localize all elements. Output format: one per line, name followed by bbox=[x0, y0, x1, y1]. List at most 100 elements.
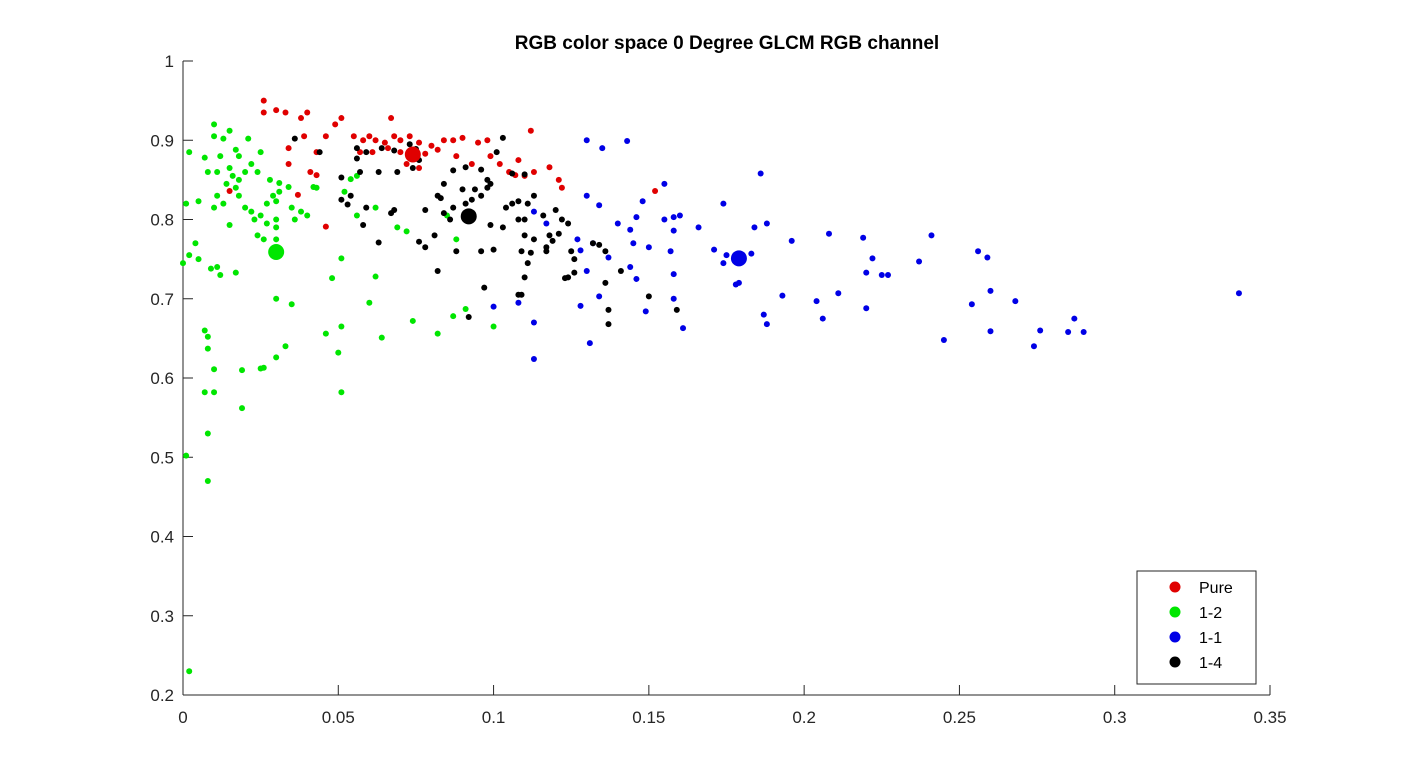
data-point bbox=[515, 157, 522, 164]
data-point bbox=[1012, 298, 1019, 305]
data-point bbox=[226, 187, 233, 194]
data-point bbox=[453, 153, 460, 160]
data-point bbox=[192, 240, 199, 247]
data-point bbox=[661, 180, 668, 187]
data-point bbox=[568, 248, 575, 255]
data-point bbox=[338, 255, 345, 262]
data-point bbox=[602, 279, 609, 286]
data-point bbox=[353, 212, 360, 219]
data-point bbox=[223, 180, 230, 187]
data-point bbox=[260, 109, 267, 116]
data-point bbox=[298, 208, 305, 215]
data-point bbox=[360, 222, 367, 229]
data-point bbox=[447, 216, 454, 223]
data-point bbox=[366, 299, 373, 306]
data-point bbox=[437, 195, 444, 202]
data-point bbox=[863, 305, 870, 312]
data-point bbox=[313, 172, 320, 179]
legend-box bbox=[1136, 570, 1257, 685]
data-point bbox=[282, 109, 289, 116]
data-point bbox=[288, 301, 295, 308]
data-point bbox=[270, 192, 277, 199]
data-point bbox=[211, 133, 218, 140]
data-point bbox=[220, 135, 227, 142]
data-point bbox=[487, 180, 494, 187]
data-point bbox=[475, 139, 482, 146]
data-point bbox=[863, 269, 870, 276]
data-point bbox=[372, 273, 379, 280]
data-point bbox=[478, 248, 485, 255]
data-point bbox=[180, 260, 186, 267]
data-point bbox=[450, 204, 457, 211]
x-tick-label: 0.1 bbox=[482, 708, 506, 727]
data-point bbox=[586, 340, 593, 347]
data-point bbox=[652, 187, 659, 194]
data-point bbox=[338, 196, 345, 203]
data-point bbox=[478, 166, 485, 173]
y-tick-label: 0.7 bbox=[150, 290, 174, 309]
data-point bbox=[571, 256, 578, 263]
data-point bbox=[530, 355, 537, 362]
legend-marker bbox=[1169, 656, 1181, 668]
data-point bbox=[207, 265, 214, 272]
data-point bbox=[338, 115, 345, 122]
data-point bbox=[462, 164, 469, 171]
data-point bbox=[344, 201, 351, 208]
data-point bbox=[574, 236, 581, 243]
data-point bbox=[558, 216, 565, 223]
data-point bbox=[214, 192, 221, 199]
data-point bbox=[335, 349, 342, 356]
data-point bbox=[201, 327, 208, 334]
data-point bbox=[282, 343, 289, 350]
data-point bbox=[397, 137, 404, 144]
data-point bbox=[518, 248, 525, 255]
data-point bbox=[546, 164, 553, 171]
data-point bbox=[375, 239, 382, 246]
data-point bbox=[211, 389, 218, 396]
data-point bbox=[204, 430, 211, 437]
data-point bbox=[819, 315, 826, 322]
data-point bbox=[502, 204, 509, 211]
data-point bbox=[605, 306, 612, 313]
legend-label: 1-2 bbox=[1199, 605, 1222, 622]
data-point bbox=[450, 167, 457, 174]
legend-marker bbox=[1169, 606, 1181, 618]
data-point bbox=[583, 137, 590, 144]
data-point bbox=[987, 287, 994, 294]
data-point bbox=[565, 274, 572, 281]
data-point bbox=[478, 192, 485, 199]
data-point bbox=[515, 299, 522, 306]
data-point bbox=[251, 216, 258, 223]
data-point bbox=[288, 204, 295, 211]
data-point bbox=[434, 268, 441, 275]
data-point bbox=[711, 246, 718, 253]
data-point bbox=[825, 230, 832, 237]
data-point bbox=[263, 220, 270, 227]
data-point bbox=[254, 168, 261, 175]
data-point bbox=[624, 138, 631, 145]
data-point bbox=[779, 292, 786, 299]
data-point bbox=[217, 271, 224, 278]
data-point bbox=[422, 244, 429, 251]
data-point bbox=[186, 668, 193, 675]
data-point bbox=[577, 247, 584, 254]
data-point bbox=[645, 293, 652, 300]
data-point bbox=[232, 269, 239, 276]
data-point bbox=[409, 164, 416, 171]
data-point bbox=[434, 330, 441, 337]
data-point bbox=[487, 222, 494, 229]
data-point bbox=[596, 241, 603, 248]
data-point bbox=[341, 188, 348, 195]
data-point bbox=[211, 204, 218, 211]
data-point bbox=[391, 133, 398, 140]
series-centroids bbox=[268, 146, 747, 267]
data-point bbox=[214, 264, 221, 271]
data-point bbox=[183, 452, 190, 459]
data-point bbox=[257, 212, 264, 219]
x-tick-label: 0.25 bbox=[943, 708, 976, 727]
data-point bbox=[527, 127, 534, 134]
data-point bbox=[406, 141, 413, 148]
data-point bbox=[220, 200, 227, 207]
data-point bbox=[530, 192, 537, 199]
